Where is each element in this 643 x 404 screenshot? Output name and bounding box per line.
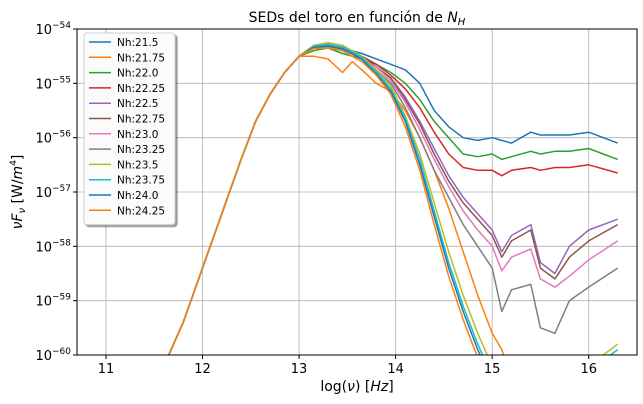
x-tick-label: 11: [98, 362, 115, 377]
y-axis-label: νFν [W/m4]: [9, 155, 28, 230]
y-tick-label: 10−54: [35, 21, 71, 38]
y-tick-label: 10−55: [35, 75, 71, 92]
series-lines: [167, 41, 619, 355]
legend-entry: Nh:23.75: [117, 175, 165, 187]
legend-box: [83, 32, 176, 226]
legend-entry: Nh:21.75: [117, 52, 165, 64]
legend-entry: Nh:23.0: [117, 129, 158, 141]
y-tick-label: 10−59: [35, 293, 71, 310]
legend-entry: Nh:22.75: [117, 114, 165, 126]
legend-entry: Nh:24.25: [117, 205, 165, 217]
legend-entry: Nh:21.5: [117, 37, 158, 49]
legend-entry: Nh:22.5: [117, 98, 158, 110]
legend: Nh:21.5 Nh:21.75 Nh:22.0 Nh:22.25 Nh:22.5 Nh:…: [83, 32, 176, 226]
x-axis-label: log(ν) [Hz]: [320, 379, 393, 395]
x-tick-label: 15: [484, 362, 501, 377]
legend-entry: Nh:23.25: [117, 144, 165, 156]
legend-entry: Nh:24.0: [117, 190, 158, 202]
legend-entry: Nh:23.5: [117, 159, 158, 171]
chart-title: SEDs del toro en función de NH: [249, 10, 466, 28]
legend-entry: Nh:22.25: [117, 83, 165, 95]
series-line: [167, 47, 478, 355]
x-tick-label: 16: [580, 362, 597, 377]
axis-ticks: 11 12 13 14 15 16 10−54 10−55 10−56 10−57 10−58 10−…: [35, 21, 597, 377]
y-tick-label: 10−58: [35, 238, 71, 255]
x-tick-label: 12: [194, 362, 211, 377]
y-tick-label: 10−56: [35, 130, 71, 147]
y-tick-label: 10−60: [35, 347, 71, 364]
x-tick-label: 14: [387, 362, 404, 377]
legend-entry: Nh:22.0: [117, 68, 158, 80]
x-tick-label: 13: [291, 362, 308, 377]
y-tick-label: 10−57: [35, 184, 71, 201]
